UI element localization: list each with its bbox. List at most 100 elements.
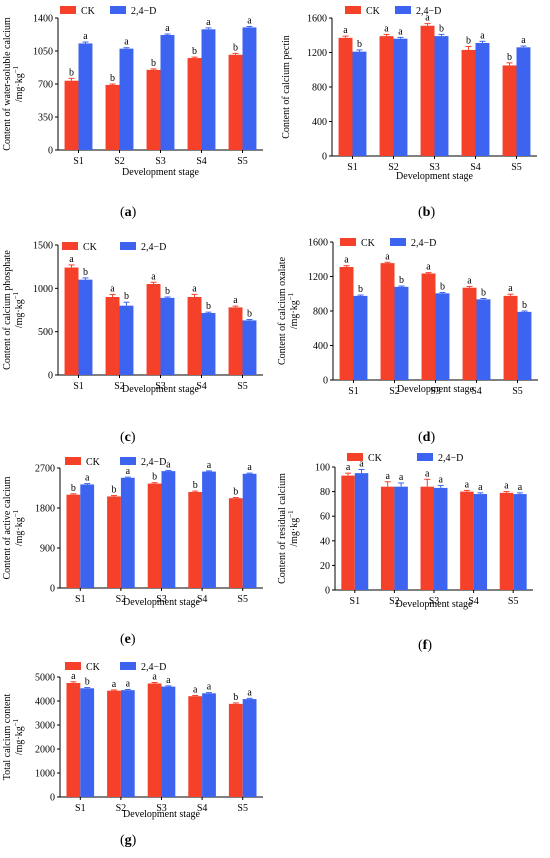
significance-letter: b (193, 480, 198, 491)
y-tick-label: 350 (38, 113, 53, 124)
bar-d24 (394, 486, 408, 590)
y-tick-label: 20 (320, 561, 330, 572)
significance-letter: a (518, 482, 523, 493)
bar-ck (187, 297, 202, 375)
significance-letter: b (233, 42, 238, 53)
y-axis-unit-exponent: −1 (12, 718, 20, 726)
y-tick-label: 2000 (35, 745, 55, 756)
panel-label-g: (g) (120, 833, 137, 848)
bar-ck (380, 486, 395, 590)
y-tick-label: 4000 (35, 697, 55, 708)
significance-letter: a (166, 459, 171, 470)
legend-swatch-ck (62, 242, 78, 250)
x-axis-label: Development stage (122, 384, 199, 395)
significance-letter: b (85, 677, 90, 688)
significance-letter: a (247, 15, 252, 26)
y-tick-label: 80 (320, 487, 330, 498)
significance-letter: b (165, 286, 170, 297)
significance-letter: a (399, 472, 404, 483)
y-tick-label: 1200 (307, 48, 327, 59)
bar-ck (379, 36, 394, 156)
bar-d24 (394, 286, 409, 380)
y-axis-unit: /mg·kg−1 (12, 65, 25, 102)
x-tick-label: S2 (116, 594, 127, 605)
bar-d24 (352, 51, 367, 157)
x-tick-label: S4 (197, 803, 208, 814)
bar-d24 (202, 471, 216, 588)
y-axis-unit: /mg·kg−1 (12, 291, 25, 328)
y-tick-label: 0 (48, 146, 53, 157)
bar-ck (461, 49, 476, 156)
bar-d24 (353, 295, 368, 380)
x-tick-label: S4 (196, 156, 207, 167)
x-tick-label: S1 (347, 162, 358, 173)
significance-letter: a (247, 462, 252, 473)
x-axis-label: Development stage (396, 171, 473, 182)
y-tick-label: 1600 (308, 238, 328, 249)
bar-ck (147, 683, 162, 797)
bar-d24 (201, 313, 216, 375)
y-tick-label: 800 (313, 307, 328, 318)
significance-letter: a (83, 31, 88, 42)
bar-d24 (393, 38, 408, 157)
significance-letter: b (507, 52, 512, 63)
legend-swatch-d24 (395, 6, 411, 14)
x-tick-label: S3 (430, 386, 441, 397)
bar-d24 (242, 27, 257, 150)
bar-ck (105, 84, 120, 150)
significance-letter: a (359, 458, 364, 469)
bar-d24 (476, 299, 491, 380)
x-tick-label: S5 (508, 596, 519, 607)
legend-swatch-d24 (120, 457, 136, 465)
y-tick-label: 0 (50, 793, 55, 804)
y-tick-label: 60 (320, 512, 330, 523)
bar-d24 (161, 686, 176, 797)
x-tick-label: S2 (114, 156, 125, 167)
bar-ck (105, 297, 120, 375)
bar-ck (228, 703, 243, 797)
y-tick-label: 700 (38, 80, 53, 91)
y-axis-unit-exponent: −1 (12, 291, 20, 299)
legend-label: 2,4−D (416, 6, 441, 17)
legend-label: CK (81, 6, 96, 17)
legend-swatch-d24 (110, 6, 126, 14)
significance-letter: b (152, 472, 157, 483)
y-tick-label: 900 (40, 544, 55, 555)
chart-e: 090018002700baS1baS2baS3baS4baS5Developm… (2, 457, 263, 608)
y-tick-label: 40 (320, 536, 330, 547)
y-tick-label: 1200 (308, 272, 328, 283)
significance-letter: b (69, 67, 74, 78)
x-tick-label: S5 (237, 156, 248, 167)
significance-letter: a (206, 17, 211, 28)
y-axis-unit: /mg·kg−1 (12, 718, 25, 755)
bar-ck (420, 25, 435, 157)
significance-letter: a (71, 671, 76, 682)
x-tick-label: S2 (388, 162, 399, 173)
legend-swatch-ck (60, 6, 76, 14)
significance-letter: a (385, 251, 390, 262)
x-tick-label: S3 (155, 156, 166, 167)
legend-label: 2,4−D (141, 457, 166, 468)
significance-letter: a (385, 471, 390, 482)
bar-ck (499, 492, 514, 590)
chart-d: 040080012001600abS1abS2abS3abS4abS5Devel… (277, 238, 538, 397)
significance-letter: a (426, 262, 431, 273)
bar-ck (228, 307, 243, 375)
legend-label: CK (83, 242, 98, 253)
bar-ck (188, 696, 203, 797)
bar-d24 (160, 34, 175, 150)
x-axis-label: Development stage (123, 809, 200, 820)
y-tick-label: 1500 (33, 241, 53, 252)
bar-ck (503, 295, 518, 380)
bar-d24 (473, 494, 488, 590)
bar-d24 (242, 699, 257, 797)
significance-letter: a (207, 460, 212, 471)
chart-a: 0 350 700 1050 1400 b a S1 b a S2 b a S3 b a S4 b a S5 Devel… (2, 6, 263, 178)
bar-ck (341, 475, 355, 590)
panel-label-f: (f) (418, 638, 433, 653)
bar-d24 (475, 43, 490, 157)
significance-letter: b (124, 291, 129, 302)
x-axis-label: Development stage (123, 597, 200, 608)
